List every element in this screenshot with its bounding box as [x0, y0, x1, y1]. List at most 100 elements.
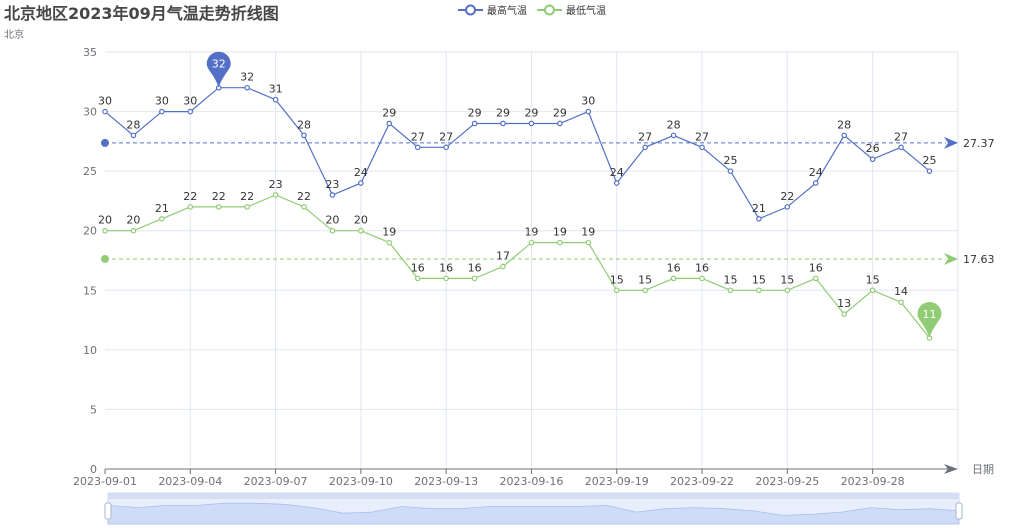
data-point[interactable]	[358, 180, 364, 186]
data-point[interactable]	[159, 216, 165, 222]
data-point[interactable]	[329, 192, 336, 198]
mark-points[interactable]: 32 11	[206, 51, 942, 338]
data-point[interactable]	[301, 132, 307, 139]
data-zoom-handle-right[interactable]	[955, 502, 963, 520]
data-point[interactable]	[699, 144, 705, 151]
data-label: 15	[638, 273, 652, 286]
data-point[interactable]	[642, 287, 648, 294]
data-point[interactable]	[187, 204, 194, 210]
y-tick-label: 35	[83, 46, 97, 59]
data-point[interactable]	[557, 120, 563, 127]
data-point[interactable]	[898, 299, 904, 306]
legend-label: 最低气温	[566, 6, 606, 17]
data-label: 28	[837, 118, 851, 131]
data-label: 17	[496, 249, 510, 262]
data-point[interactable]	[841, 132, 847, 139]
data-point[interactable]	[443, 275, 449, 282]
data-point[interactable]	[926, 168, 933, 174]
data-point[interactable]	[272, 192, 279, 198]
data-point[interactable]	[585, 239, 592, 246]
data-point[interactable]	[812, 180, 819, 186]
x-tick-label: 2023-09-10	[329, 475, 393, 488]
data-point[interactable]	[784, 204, 791, 210]
legend-item-min-temp[interactable]: 最低气温	[537, 2, 606, 17]
data-point[interactable]	[329, 227, 336, 234]
pin-marker-min[interactable]: 11	[917, 301, 942, 338]
data-point[interactable]	[500, 263, 506, 270]
data-point[interactable]	[869, 287, 876, 294]
data-point[interactable]	[500, 120, 506, 127]
data-point[interactable]	[414, 144, 421, 151]
data-point[interactable]	[414, 275, 421, 282]
data-point[interactable]	[528, 239, 535, 246]
data-point[interactable]	[159, 108, 165, 115]
data-point[interactable]	[386, 239, 393, 246]
data-point[interactable]	[528, 120, 535, 127]
data-point[interactable]	[244, 204, 250, 210]
data-point[interactable]	[386, 120, 393, 127]
series-lines	[102, 84, 933, 341]
data-label: 29	[496, 106, 510, 119]
data-point[interactable]	[471, 275, 478, 282]
data-label: 19	[382, 226, 396, 239]
data-label: 24	[610, 166, 624, 179]
data-zoom-slider[interactable]	[104, 492, 963, 525]
data-point[interactable]	[244, 84, 250, 91]
data-point[interactable]	[869, 156, 876, 163]
data-point[interactable]	[727, 287, 734, 294]
data-point[interactable]	[670, 275, 677, 282]
data-point[interactable]	[898, 144, 904, 151]
data-label: 24	[354, 166, 368, 179]
data-label: 31	[269, 83, 283, 96]
data-point[interactable]	[301, 204, 307, 210]
data-label: 27	[638, 130, 652, 143]
svg-text:32: 32	[212, 58, 226, 71]
data-point[interactable]	[841, 311, 847, 317]
data-label: 32	[240, 71, 254, 84]
data-point[interactable]	[102, 108, 108, 115]
y-tick-label: 0	[90, 463, 97, 476]
data-point[interactable]	[670, 132, 677, 139]
data-point[interactable]	[443, 144, 449, 151]
data-label: 29	[553, 106, 567, 119]
data-label: 20	[354, 214, 368, 227]
data-point[interactable]	[102, 227, 108, 234]
data-point[interactable]	[784, 287, 791, 294]
data-labels: 30 28 30 30 32 31 28 23 24 29 27 27 29 29 29 29 30 24 27 28…	[98, 71, 936, 310]
mark-line-arrow-icon	[944, 252, 958, 265]
data-label: 21	[155, 202, 169, 215]
data-label: 16	[439, 261, 453, 274]
legend-label: 最高气温	[487, 6, 527, 17]
data-label: 19	[524, 226, 538, 239]
data-point[interactable]	[756, 287, 762, 294]
data-point[interactable]	[272, 96, 279, 103]
data-point[interactable]	[812, 275, 819, 282]
data-point[interactable]	[187, 108, 194, 115]
data-point[interactable]	[613, 287, 620, 294]
data-label: 30	[183, 95, 197, 108]
data-point[interactable]	[756, 216, 762, 222]
x-tick-label: 2023-09-28	[841, 475, 905, 488]
data-point[interactable]	[130, 227, 137, 234]
data-label: 13	[837, 297, 851, 310]
data-point[interactable]	[699, 275, 705, 282]
data-label: 23	[325, 178, 339, 191]
legend-item-max-temp[interactable]: 最高气温	[458, 2, 527, 17]
data-label: 30	[155, 95, 169, 108]
data-label: 19	[581, 226, 595, 239]
data-point[interactable]	[557, 239, 563, 246]
pin-marker-max[interactable]: 32	[206, 51, 231, 88]
data-point[interactable]	[215, 204, 222, 210]
data-point[interactable]	[613, 180, 620, 186]
x-tick-label: 2023-09-01	[73, 475, 137, 488]
data-label: 14	[894, 285, 908, 298]
data-point[interactable]	[358, 227, 364, 234]
data-label: 22	[212, 190, 226, 203]
data-point[interactable]	[585, 108, 592, 115]
data-point[interactable]	[471, 120, 478, 127]
data-point[interactable]	[642, 144, 648, 151]
mark-line-arrow-icon	[944, 136, 958, 149]
data-zoom-handle-left[interactable]	[104, 502, 112, 520]
data-point[interactable]	[130, 132, 137, 139]
data-point[interactable]	[727, 168, 734, 174]
